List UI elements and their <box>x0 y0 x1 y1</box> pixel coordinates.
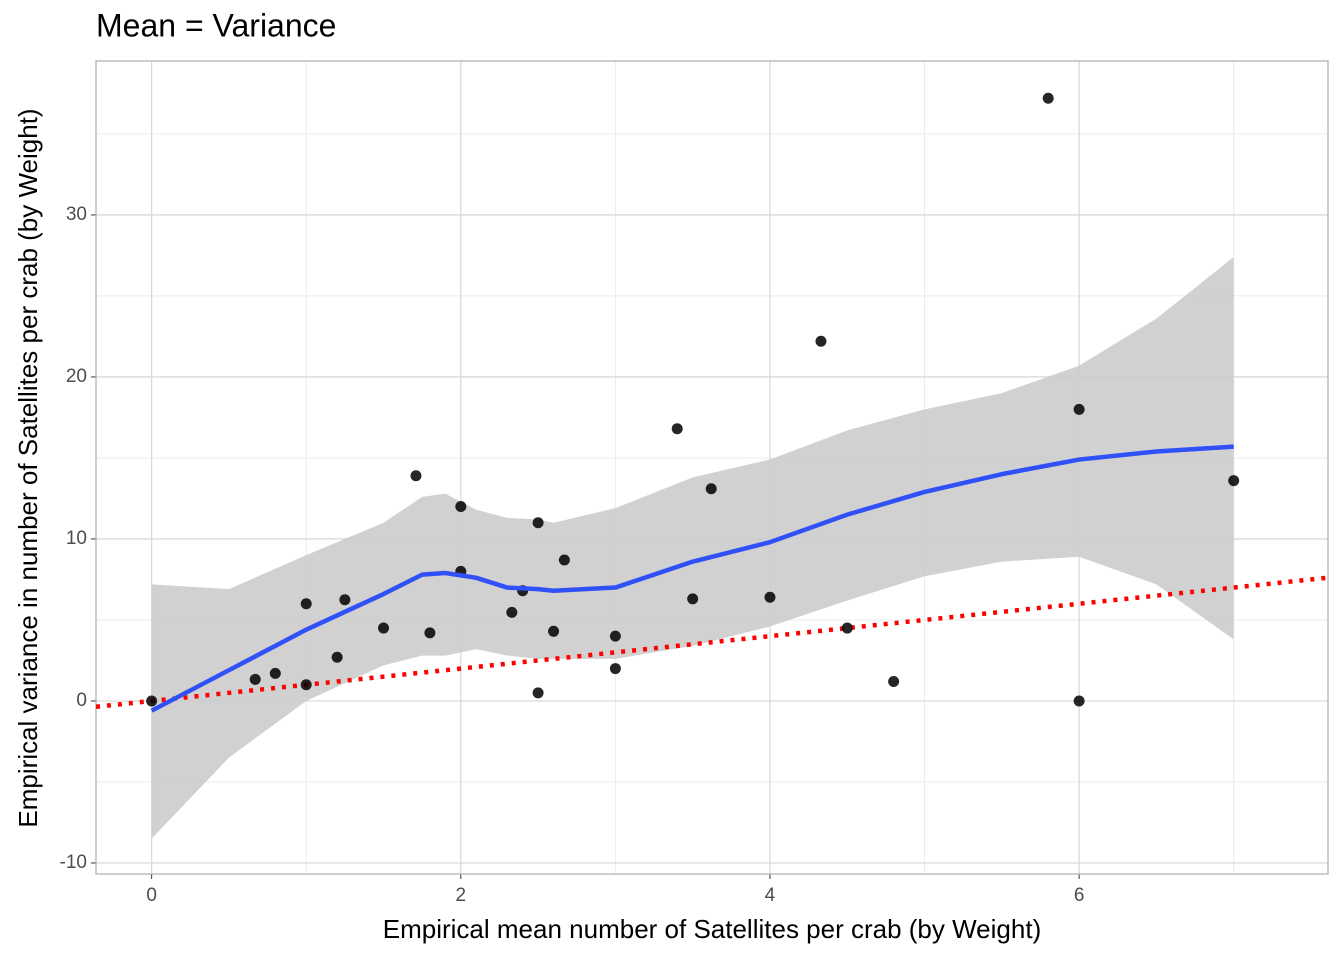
point <box>705 483 717 495</box>
point <box>1228 475 1240 487</box>
point <box>558 554 570 566</box>
point <box>764 591 776 603</box>
y-tick-label: 30 <box>66 204 87 225</box>
point <box>1073 695 1085 707</box>
x-axis-label: Empirical mean number of Satellites per … <box>383 914 1041 944</box>
panel-border <box>95 60 1329 875</box>
point <box>1073 403 1085 415</box>
point <box>841 622 853 634</box>
y-tick-label: 10 <box>66 528 87 549</box>
confidence-band-upper <box>151 257 1234 839</box>
reference-line <box>95 575 1329 710</box>
point <box>888 676 900 688</box>
point <box>300 679 312 691</box>
point <box>424 627 436 639</box>
point <box>671 423 683 435</box>
x-tick-label: 0 <box>146 885 157 906</box>
point <box>609 630 621 642</box>
point <box>331 651 343 663</box>
point <box>687 593 699 605</box>
point <box>532 517 544 529</box>
point <box>532 687 544 699</box>
y-axis-label: Empirical variance in number of Satellit… <box>13 108 43 827</box>
y-tick-label: 0 <box>76 690 87 711</box>
point <box>339 594 351 606</box>
y-tick-label: 20 <box>66 366 87 387</box>
point <box>1042 92 1054 104</box>
point <box>300 598 312 610</box>
x-tick-label: 6 <box>1074 885 1085 906</box>
point <box>609 663 621 675</box>
smooth-line <box>150 444 1234 713</box>
point <box>146 695 158 707</box>
y-tick-label: -10 <box>60 852 87 873</box>
point <box>548 625 560 637</box>
point <box>378 622 390 634</box>
chart-title: Mean = Variance <box>96 7 336 43</box>
point <box>815 335 827 347</box>
point <box>269 667 281 679</box>
point <box>249 673 261 685</box>
point <box>506 606 518 618</box>
x-tick-label: 2 <box>456 885 467 906</box>
x-tick-label: 4 <box>765 885 776 906</box>
point <box>455 501 467 513</box>
point <box>410 470 422 482</box>
